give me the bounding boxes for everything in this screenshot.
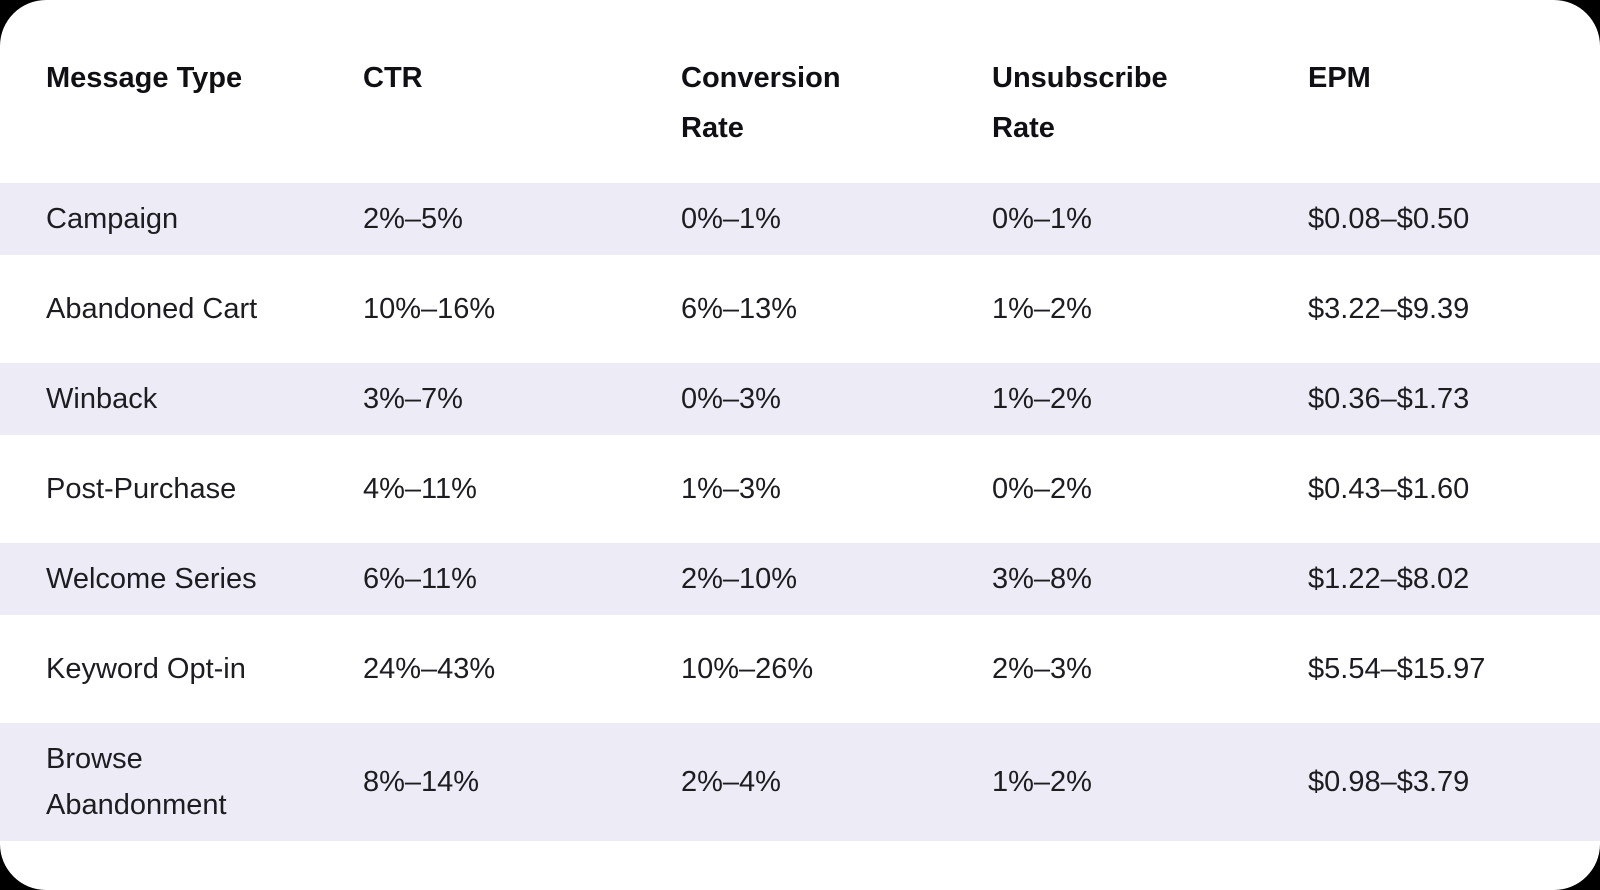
- cell-unsubscribe-rate: 0%–2%: [992, 473, 1092, 505]
- cell-ctr: 3%–7%: [363, 363, 681, 435]
- cell-unsubscribe-rate: 3%–8%: [992, 543, 1308, 615]
- table-row-browse-abandonment: Browse Abandonment 8%–14% 2%–4% 1%–2% $0…: [0, 723, 1600, 841]
- cell-conversion-rate: 10%–26%: [681, 653, 814, 685]
- cell-message-type: Winback: [0, 363, 363, 435]
- cell-epm: $0.08–$0.50: [1308, 183, 1600, 255]
- cell-message-type: Welcome Series: [0, 543, 363, 615]
- cell-unsubscribe-rate: 0%–1%: [992, 183, 1308, 255]
- cell-conversion-rate: 2%–10%: [681, 543, 992, 615]
- table-row-winback: Winback 3%–7% 0%–3% 1%–2% $0.36–$1.73: [0, 363, 1600, 435]
- cell-unsubscribe-rate: 1%–2%: [992, 293, 1092, 325]
- cell-conversion-rate: 6%–13%: [681, 293, 798, 325]
- column-header-conversion-rate: Conversion Rate: [681, 62, 841, 144]
- table-row-abandoned-cart: Abandoned Cart 10%–16% 6%–13% 1%–2% $3.2…: [0, 273, 1600, 345]
- header-row: Message Type CTR Conversion Rate Unsubsc…: [0, 53, 1600, 165]
- cell-unsubscribe-rate: 2%–3%: [992, 653, 1092, 685]
- cell-conversion-rate: 0%–3%: [681, 363, 992, 435]
- cell-epm: $0.98–$3.79: [1308, 723, 1600, 841]
- cell-message-type: Abandoned Cart: [46, 293, 258, 325]
- cell-message-type: Keyword Opt-in: [46, 653, 246, 685]
- column-header-message-type: Message Type: [46, 62, 243, 94]
- column-header-unsubscribe-rate: Unsubscribe Rate: [992, 62, 1168, 144]
- column-header-epm: EPM: [1308, 62, 1371, 94]
- cell-ctr: 2%–5%: [363, 183, 681, 255]
- cell-message-type: Post-Purchase: [46, 473, 237, 505]
- table-row-campaign: Campaign 2%–5% 0%–1% 0%–1% $0.08–$0.50: [0, 183, 1600, 255]
- cell-epm: $0.36–$1.73: [1308, 363, 1600, 435]
- cell-message-type: Browse Abandonment: [0, 723, 363, 841]
- cell-ctr: 6%–11%: [363, 543, 681, 615]
- cell-epm: $3.22–$9.39: [1308, 293, 1470, 325]
- cell-conversion-rate: 0%–1%: [681, 183, 992, 255]
- cell-epm: $5.54–$15.97: [1308, 653, 1486, 685]
- cell-conversion-rate: 1%–3%: [681, 473, 781, 505]
- cell-epm: $0.43–$1.60: [1308, 473, 1470, 505]
- cell-conversion-rate: 2%–4%: [681, 723, 992, 841]
- column-header-ctr: CTR: [363, 62, 423, 94]
- cell-ctr: 10%–16%: [363, 293, 496, 325]
- cell-ctr: 8%–14%: [363, 723, 681, 841]
- cell-ctr: 4%–11%: [363, 473, 477, 505]
- cell-message-type: Campaign: [0, 183, 363, 255]
- table-row-welcome-series: Welcome Series 6%–11% 2%–10% 3%–8% $1.22…: [0, 543, 1600, 615]
- cell-unsubscribe-rate: 1%–2%: [992, 363, 1308, 435]
- cell-unsubscribe-rate: 1%–2%: [992, 723, 1308, 841]
- benchmarks-table: Message Type CTR Conversion Rate Unsubsc…: [0, 35, 1600, 859]
- cell-ctr: 24%–43%: [363, 653, 496, 685]
- cell-epm: $1.22–$8.02: [1308, 543, 1600, 615]
- table-row-keyword-opt-in: Keyword Opt-in 24%–43% 10%–26% 2%–3% $5.…: [0, 633, 1600, 705]
- table-row-post-purchase: Post-Purchase 4%–11% 1%–3% 0%–2% $0.43–$…: [0, 453, 1600, 525]
